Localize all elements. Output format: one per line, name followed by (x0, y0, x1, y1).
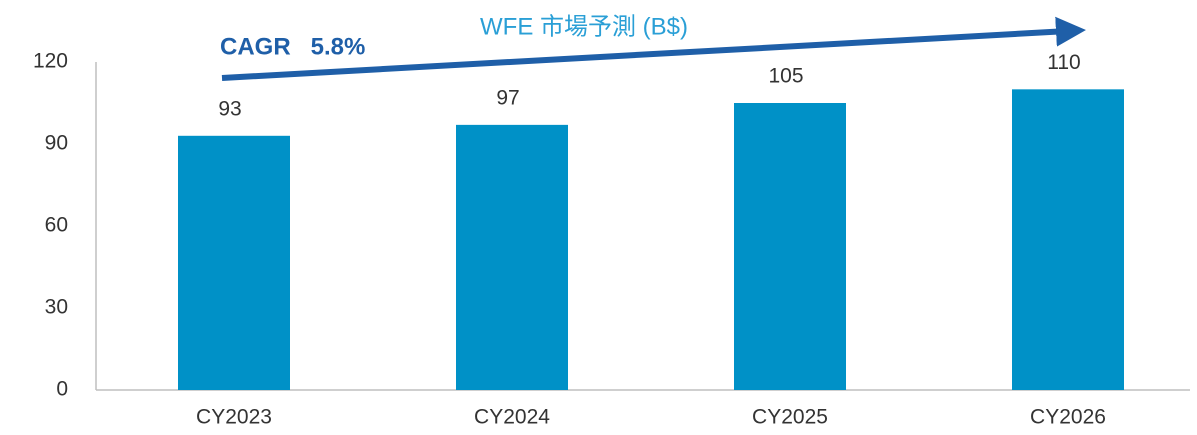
value-label: 97 (496, 86, 519, 109)
bar (456, 124, 568, 390)
value-label: 110 (1047, 51, 1080, 74)
x-tick-label: CY2024 (474, 406, 550, 429)
y-tick-label: 120 (33, 50, 68, 73)
value-label: 93 (218, 97, 241, 120)
bar (734, 103, 846, 390)
x-tick-label: CY2023 (196, 406, 272, 429)
y-tick-label: 30 (45, 296, 68, 319)
y-tick-label: 0 (56, 378, 68, 401)
trend-arrow (221, 16, 1086, 81)
bar (1012, 89, 1124, 390)
x-tick-label: CY2025 (752, 406, 828, 429)
annotation: CAGR 5.8% (220, 33, 365, 60)
bar (178, 135, 290, 390)
y-tick-label: 60 (45, 214, 68, 237)
y-tick-label: 90 (45, 132, 68, 155)
value-label: 105 (768, 65, 803, 88)
chart-title: WFE 市場予測 (B$) (480, 13, 688, 40)
x-tick-label: CY2026 (1030, 406, 1106, 429)
